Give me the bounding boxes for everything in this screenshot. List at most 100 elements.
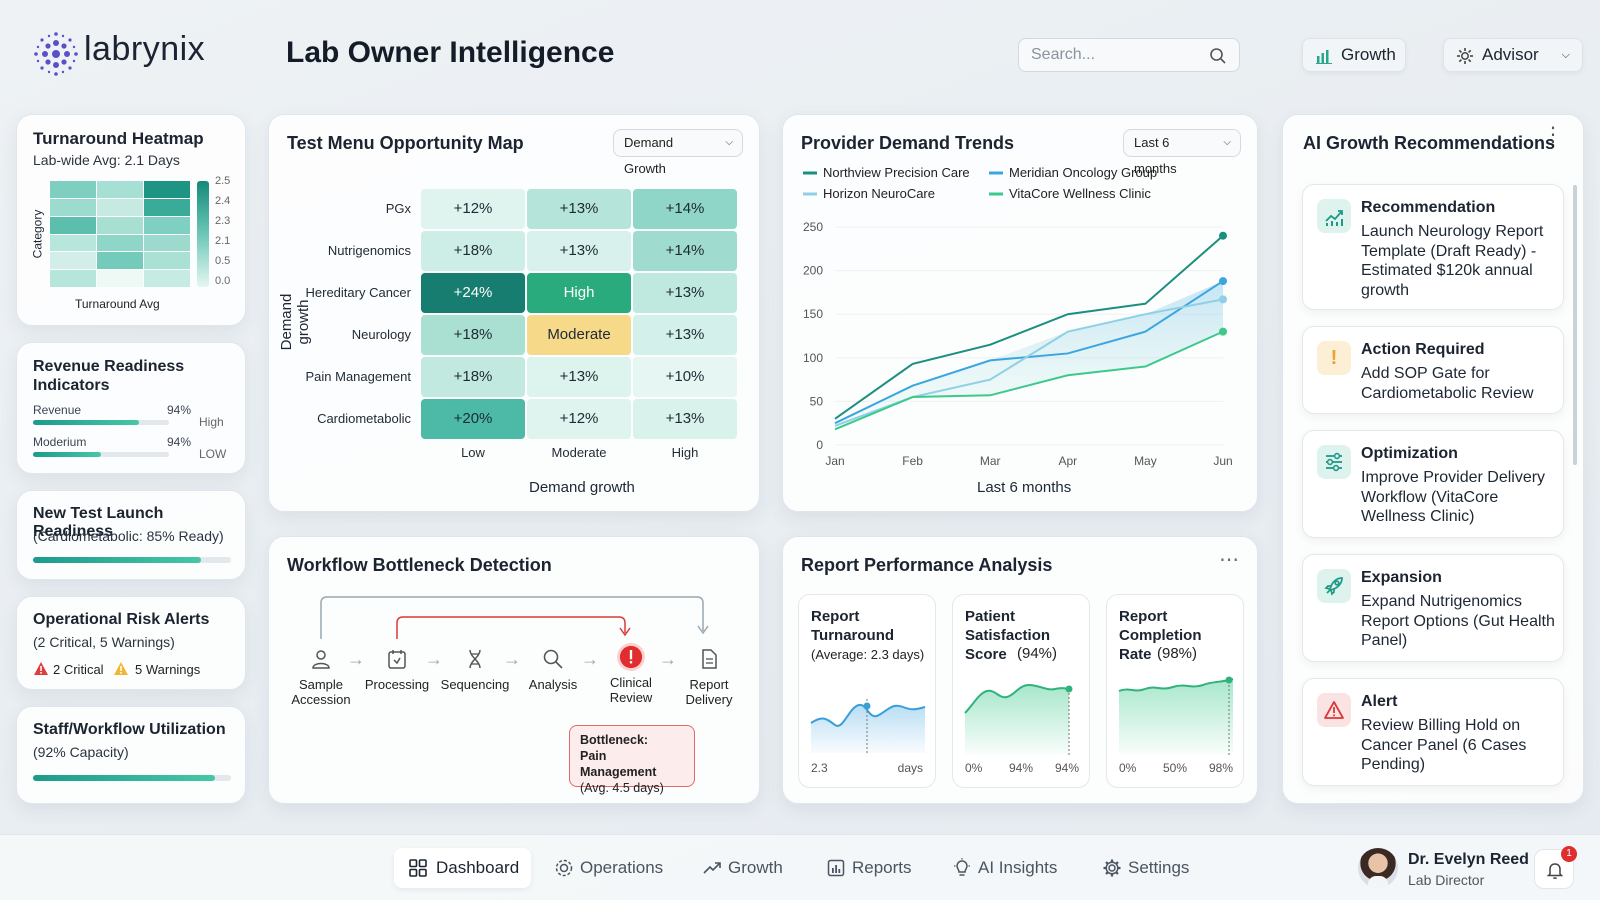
revenue-level: High (199, 415, 224, 429)
heatmap-row-label: Cardiometabolic (317, 411, 411, 426)
scrollbar[interactable] (1573, 185, 1577, 465)
notifications-button[interactable]: 1 (1534, 846, 1577, 889)
bell-icon (1546, 863, 1564, 879)
heatmap-cell[interactable]: Moderate (527, 315, 631, 355)
more-options-icon[interactable]: ⋮ (1543, 124, 1563, 146)
workflow-step-processing[interactable]: Processing (357, 647, 437, 692)
heatmap-cell[interactable]: +18% (421, 315, 525, 355)
x-axis-label: Last 6 months (977, 479, 1072, 496)
heatmap-cell[interactable]: +12% (527, 399, 631, 439)
staff-utilization-card: Staff/Workflow Utilization (92% Capacity… (16, 706, 246, 804)
critical-warning-icon (34, 662, 48, 675)
logo-text: labrynix (84, 30, 206, 68)
heatmap-cell[interactable]: +24% (421, 273, 525, 313)
heatmap-cell[interactable]: +13% (633, 273, 737, 313)
chevron-down-icon: ⌵ (1223, 137, 1231, 148)
card-title: New Test Launch Readiness (33, 505, 164, 540)
series-line (834, 234, 1224, 420)
recommendation-card[interactable]: Recommendation Launch Neurology Report T… (1302, 184, 1564, 310)
nav-dashboard[interactable]: Dashboard (394, 848, 532, 888)
report-icon (827, 859, 845, 877)
heatmap-cell[interactable]: +14% (633, 231, 737, 271)
metric-title: Report Completion Rate (1119, 608, 1202, 663)
y-tick-label: 250 (803, 220, 823, 234)
metric-subtitle: (Average: 2.3 days) (811, 647, 925, 662)
heatmap-cell[interactable]: High (527, 273, 631, 313)
moderium-label: Moderium (33, 435, 87, 449)
card-title: Workflow Bottleneck Detection (287, 555, 552, 575)
sliders-icon (1317, 445, 1351, 479)
heatmap-cell[interactable]: +10% (633, 357, 737, 397)
moderium-level: LOW (199, 447, 227, 461)
arrow-icon: → (581, 649, 599, 669)
heatmap-cell[interactable]: +13% (527, 231, 631, 271)
nav-operations[interactable]: Operations (544, 848, 663, 888)
card-title: Provider Demand Trends (801, 133, 1015, 153)
rec-heading: Optimization (1361, 445, 1458, 462)
card-title: Turnaround Heatmap (33, 129, 204, 148)
y-tick-label: 150 (803, 307, 823, 321)
axis-min: 2.3 (811, 761, 828, 775)
growth-button-label: Growth (1341, 45, 1396, 64)
rec-heading: Recommendation (1361, 199, 1496, 216)
heatmap-col-label: High (671, 445, 699, 460)
heatmap-cell[interactable]: +14% (633, 189, 737, 229)
advisor-button[interactable]: Advisor ⌵ (1443, 38, 1583, 72)
alert-card[interactable]: Alert Review Billing Hold on Cancer Pane… (1302, 678, 1564, 786)
legend-label: Northview Precision Care (823, 165, 970, 180)
demand-growth-dropdown[interactable]: Demand Growth ⌵ (613, 129, 743, 176)
workflow-step-report-delivery[interactable]: Report Delivery (669, 647, 749, 707)
heatmap-row-label: Neurology (351, 327, 411, 342)
y-tick-label: 0 (816, 438, 823, 452)
time-range-dropdown[interactable]: Last 6 months ⌵ (1123, 129, 1241, 176)
series-endpoint (1219, 277, 1227, 286)
exclamation-icon: ! (1317, 341, 1351, 375)
heatmap-cell[interactable]: +13% (527, 357, 631, 397)
workflow-step-sequencing[interactable]: Sequencing (435, 647, 515, 692)
completion-rate-card[interactable]: Report Completion Rate (98%) 0% 50% 98% (1106, 594, 1244, 788)
card-title: Operational Risk Alerts (33, 611, 210, 628)
heatmap-cell[interactable]: +18% (421, 357, 525, 397)
search-input[interactable] (1019, 39, 1199, 71)
card-title: Test Menu Opportunity Map (287, 133, 524, 153)
patient-satisfaction-card[interactable]: Patient Satisfaction Score (94%) 0% 94% … (952, 594, 1090, 788)
growth-button[interactable]: Growth (1302, 38, 1406, 72)
heatmap-cell[interactable]: +13% (633, 315, 737, 355)
search-box[interactable] (1018, 38, 1240, 72)
workflow-step-clinical-review[interactable]: Clinical Review (591, 643, 671, 705)
processing-icon (388, 650, 406, 669)
report-turnaround-card[interactable]: Report Turnaround (Average: 2.3 days) 2.… (798, 594, 936, 788)
legend-label: Meridian Oncology Group (1009, 165, 1157, 180)
provider-trends-card: Provider Demand Trends Last 6 months ⌵ 2… (782, 114, 1258, 512)
lightbulb-icon (954, 858, 970, 876)
risk-alerts-card: Operational Risk Alerts (2 Critical, 5 W… (16, 596, 246, 690)
workflow-step-sample-accession[interactable]: Sample Accession (281, 647, 361, 707)
revenue-value: 94% (167, 403, 192, 417)
more-options-icon[interactable]: ⋯ (1219, 549, 1239, 571)
nav-settings[interactable]: Settings (1092, 848, 1189, 888)
heatmap-cell[interactable]: +13% (527, 189, 631, 229)
x-tick-label: Jan (825, 454, 844, 468)
heatmap-cell[interactable]: +20% (421, 399, 525, 439)
avatar[interactable] (1358, 848, 1398, 888)
heatmap-cell[interactable]: +13% (633, 399, 737, 439)
search-icon[interactable] (1209, 47, 1227, 65)
dropdown-value: Demand Growth (624, 135, 674, 176)
heatmap-col-label: Moderate (551, 445, 607, 460)
workflow-connectors (320, 596, 709, 639)
nav-growth[interactable]: Growth (692, 848, 783, 888)
document-icon (702, 649, 717, 669)
heatmap-row-label: PGx (385, 201, 411, 216)
expansion-card[interactable]: Expansion Expand Nutrigenomics Report Op… (1302, 554, 1564, 662)
dna-icon (469, 649, 481, 669)
action-required-card[interactable]: ! Action Required Add SOP Gate for Cardi… (1302, 326, 1564, 414)
optimization-card[interactable]: Optimization Improve Provider Delivery W… (1302, 430, 1564, 538)
logo[interactable] (32, 30, 80, 78)
workflow-step-analysis[interactable]: Analysis (513, 647, 593, 692)
nav-reports[interactable]: Reports (816, 848, 912, 888)
heatmap-color-scale (197, 181, 209, 287)
heatmap-cell[interactable]: +12% (421, 189, 525, 229)
rocket-icon (1317, 569, 1351, 603)
nav-ai-insights[interactable]: AI Insights (942, 848, 1057, 888)
heatmap-cell[interactable]: +18% (421, 231, 525, 271)
